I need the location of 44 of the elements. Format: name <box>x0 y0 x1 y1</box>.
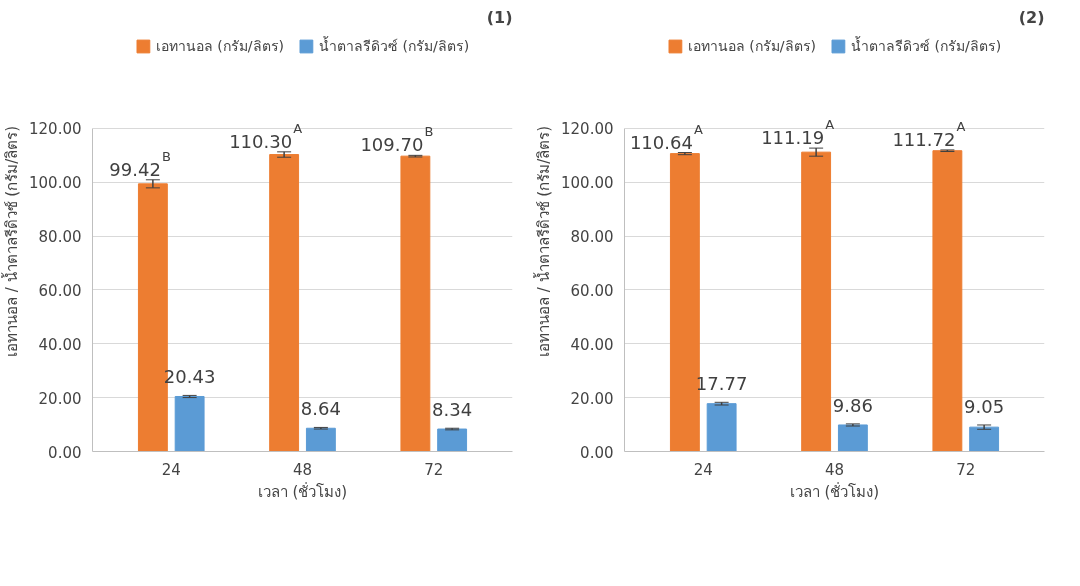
data-label: 9.05 <box>964 395 1005 417</box>
bar <box>837 424 868 452</box>
y-tick-label: 40.00 <box>38 335 82 354</box>
bar <box>932 150 963 452</box>
y-tick-label: 20.00 <box>38 389 82 408</box>
chart-title: (2) <box>1018 7 1045 27</box>
y-axis-title: เอทานอล / น้ำตาลรีดิวซ์ (กรัม/ลิตร) <box>1 125 22 358</box>
data-label: 8.64 <box>300 398 341 420</box>
bar <box>305 427 336 452</box>
legend-label: น้ำตาลรีดิวซ์ (กรัม/ลิตร) <box>319 35 470 56</box>
y-tick-label: 60.00 <box>570 281 614 300</box>
bar <box>706 403 737 452</box>
y-tick-label: 100.00 <box>561 174 614 193</box>
x-tick-label: 24 <box>161 460 181 479</box>
x-tick-label: 48 <box>292 460 313 479</box>
bar <box>801 151 832 452</box>
y-tick-label: 0.00 <box>48 443 82 462</box>
bar <box>437 428 468 452</box>
legend-label: น้ำตาลรีดิวซ์ (กรัม/ลิตร) <box>851 35 1002 56</box>
legend-label: เอทานอล (กรัม/ลิตร) <box>155 37 284 56</box>
bar <box>174 396 205 452</box>
x-tick-label: 48 <box>824 460 845 479</box>
y-tick-label: 120.00 <box>29 120 82 139</box>
y-tick-label: 40.00 <box>570 335 614 354</box>
y-tick-label: 60.00 <box>38 281 82 300</box>
bar <box>969 426 1000 452</box>
legend-label: เอทานอล (กรัม/ลิตร) <box>687 37 816 56</box>
data-label: 8.34 <box>432 399 473 421</box>
y-tick-label: 100.00 <box>29 174 82 193</box>
x-tick-label: 24 <box>693 460 713 479</box>
x-tick-label: 72 <box>424 460 444 479</box>
chart-title: (1) <box>486 7 513 27</box>
data-label: 9.86 <box>832 394 873 416</box>
x-axis-title: เวลา (ชั่วโมง) <box>789 480 880 501</box>
x-tick-label: 72 <box>956 460 976 479</box>
x-axis-title: เวลา (ชั่วโมง) <box>257 480 348 501</box>
y-tick-label: 0.00 <box>580 443 614 462</box>
y-axis-title: เอทานอล / น้ำตาลรีดิวซ์ (กรัม/ลิตร) <box>533 125 554 358</box>
y-tick-label: 80.00 <box>38 228 82 247</box>
bar <box>269 154 300 452</box>
y-tick-label: 20.00 <box>570 389 614 408</box>
y-tick-label: 80.00 <box>570 228 614 247</box>
bar <box>400 155 431 452</box>
y-tick-label: 120.00 <box>561 120 614 139</box>
